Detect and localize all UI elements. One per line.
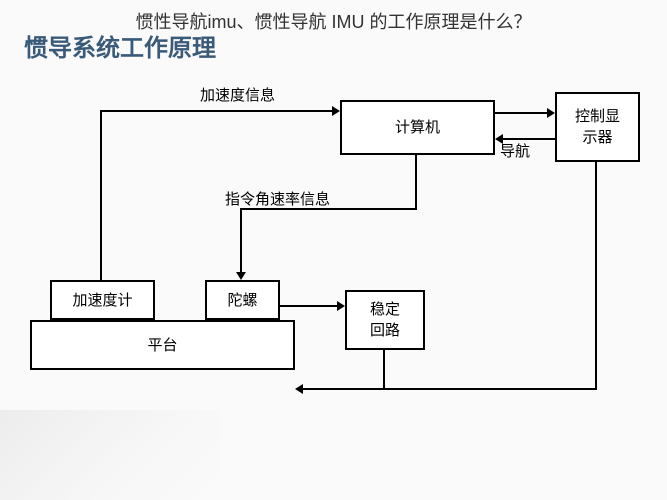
node-computer: 计算机 — [340, 100, 495, 155]
node-stabilizer: 稳定 回路 — [345, 290, 425, 350]
node-label: 控制显 示器 — [575, 106, 620, 148]
edge-line — [595, 162, 597, 390]
edge-line — [280, 305, 337, 307]
node-label: 陀螺 — [227, 290, 257, 311]
node-platform: 平台 — [30, 320, 295, 370]
node-gyro: 陀螺 — [205, 280, 280, 320]
edge-line — [100, 110, 332, 112]
edge-label-accel: 加速度信息 — [200, 84, 275, 105]
node-label: 平台 — [147, 335, 177, 356]
node-label: 加速度计 — [72, 290, 132, 311]
edge-line — [303, 388, 385, 390]
edge-line — [415, 155, 417, 210]
node-accelerometer: 加速度计 — [50, 280, 155, 320]
flowchart-diagram: 计算机 控制显 示器 加速度计 陀螺 稳定 回路 平台 加速度信息 导航 指令角… — [0, 80, 667, 460]
edge-line — [100, 110, 102, 280]
node-label: 稳定 回路 — [370, 299, 400, 341]
edge-line — [240, 208, 242, 272]
edge-line — [495, 112, 547, 114]
edge-label-cmd: 指令角速率信息 — [225, 188, 330, 209]
node-label: 计算机 — [395, 117, 440, 138]
node-display: 控制显 示器 — [555, 92, 640, 162]
edge-label-nav: 导航 — [500, 140, 530, 161]
subtitle: 惯导系统工作原理 — [24, 28, 216, 63]
edge-line — [383, 350, 385, 390]
